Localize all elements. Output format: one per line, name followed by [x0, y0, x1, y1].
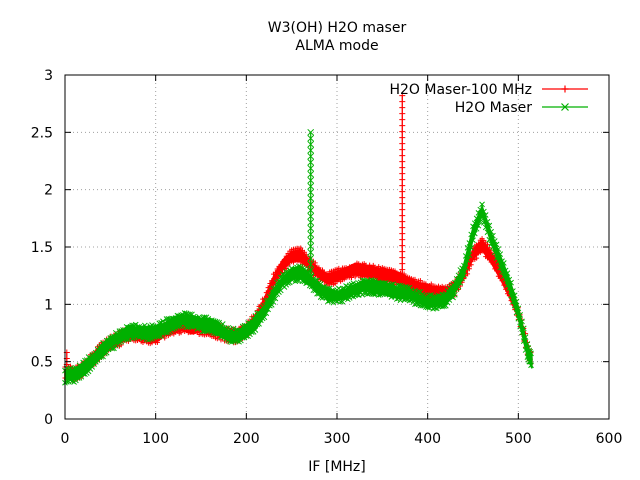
x-tick-label: 100	[142, 431, 169, 447]
legend-sample-red	[542, 85, 588, 93]
series-layer	[62, 92, 534, 386]
legend-label-green: H2O Maser	[455, 100, 532, 116]
legend-marker	[561, 85, 569, 93]
x-tick-label: 600	[596, 431, 623, 447]
series-markers	[62, 201, 534, 386]
y-tick-label: 0	[44, 412, 53, 428]
chart-title: W3(OH) H2O maser	[268, 20, 407, 36]
legend: H2O Maser-100 MHz H2O Maser	[389, 82, 588, 116]
spike-markers	[399, 92, 406, 279]
series-1	[62, 128, 534, 386]
y-tick-label: 0.5	[31, 355, 53, 371]
y-tick-label: 1.5	[31, 240, 53, 256]
grid-lines	[65, 75, 609, 419]
y-tick-label: 3	[44, 68, 53, 84]
y-tick-label: 2	[44, 183, 53, 199]
legend-marker	[561, 103, 569, 111]
x-tick-label: 500	[505, 431, 532, 447]
chart-subtitle: ALMA mode	[295, 38, 378, 54]
x-axis-label: IF [MHz]	[308, 459, 366, 475]
legend-label-red: H2O Maser-100 MHz	[389, 82, 532, 98]
axes: 0 100 200 300 400 500 600 0 0.5 1 1.5 2 2.5 3	[31, 68, 623, 447]
y-tick-label: 1	[44, 297, 53, 313]
spike-markers	[307, 128, 315, 280]
x-tick-label: 400	[414, 431, 441, 447]
x-tick-label: 200	[233, 431, 260, 447]
x-tick-label: 0	[61, 431, 70, 447]
series-band	[64, 204, 533, 381]
y-tick-label: 2.5	[31, 125, 53, 141]
x-tick-label: 300	[324, 431, 351, 447]
legend-sample-green	[542, 103, 588, 111]
